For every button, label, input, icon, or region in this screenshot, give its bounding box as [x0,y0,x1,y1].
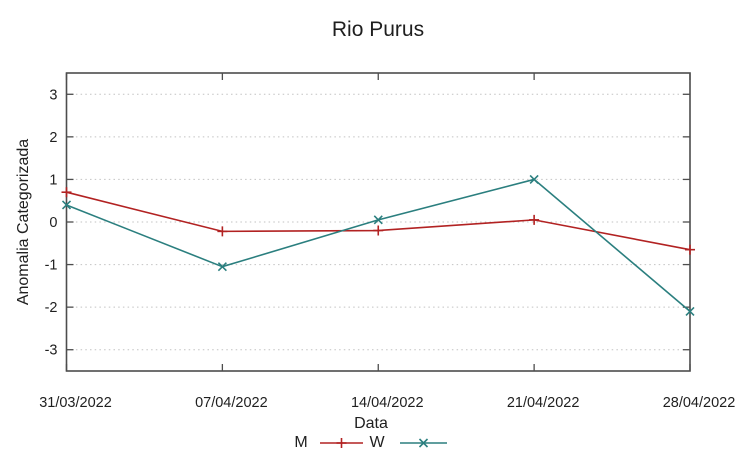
legend-label-series-1: M [294,434,307,451]
series-line-W [66,178,691,313]
data-point-marker-W [217,262,227,272]
x-tick-label: 31/03/2022 [39,395,112,411]
legend-sample-marker-W [418,438,429,448]
legend-label-series-2: W [369,434,385,451]
data-point-marker-W [61,200,72,210]
series-layer [61,174,695,316]
y-tick-label: -1 [45,258,58,274]
plot-border [65,72,691,372]
axes-layer: -3 -2 -1 0 1 2 3 31/03/2022 07/04/2022 14/04/2022… [39,72,736,411]
y-tick-label: 2 [49,130,57,146]
x-tick-label: 14/04/2022 [351,395,424,411]
x-tick-label: 21/04/2022 [507,395,580,411]
y-tick-label: 1 [49,172,57,188]
y-tick-label: -3 [45,343,58,359]
x-tick-label: 07/04/2022 [195,395,268,411]
y-tick-label: -2 [45,300,58,316]
x-axis-title: Data [354,415,388,432]
legend [320,438,447,448]
data-point-marker-W [685,306,695,316]
grid-layer [66,93,690,351]
data-point-marker-W [529,174,539,184]
chart-title: Rio Purus [332,18,424,41]
y-tick-label: 3 [49,87,57,103]
y-axis-title: Anomalia Categorizada [15,139,32,305]
data-point-marker-W [373,215,383,225]
x-tick-label: 28/04/2022 [663,395,736,411]
y-tick-label: 0 [49,215,57,231]
